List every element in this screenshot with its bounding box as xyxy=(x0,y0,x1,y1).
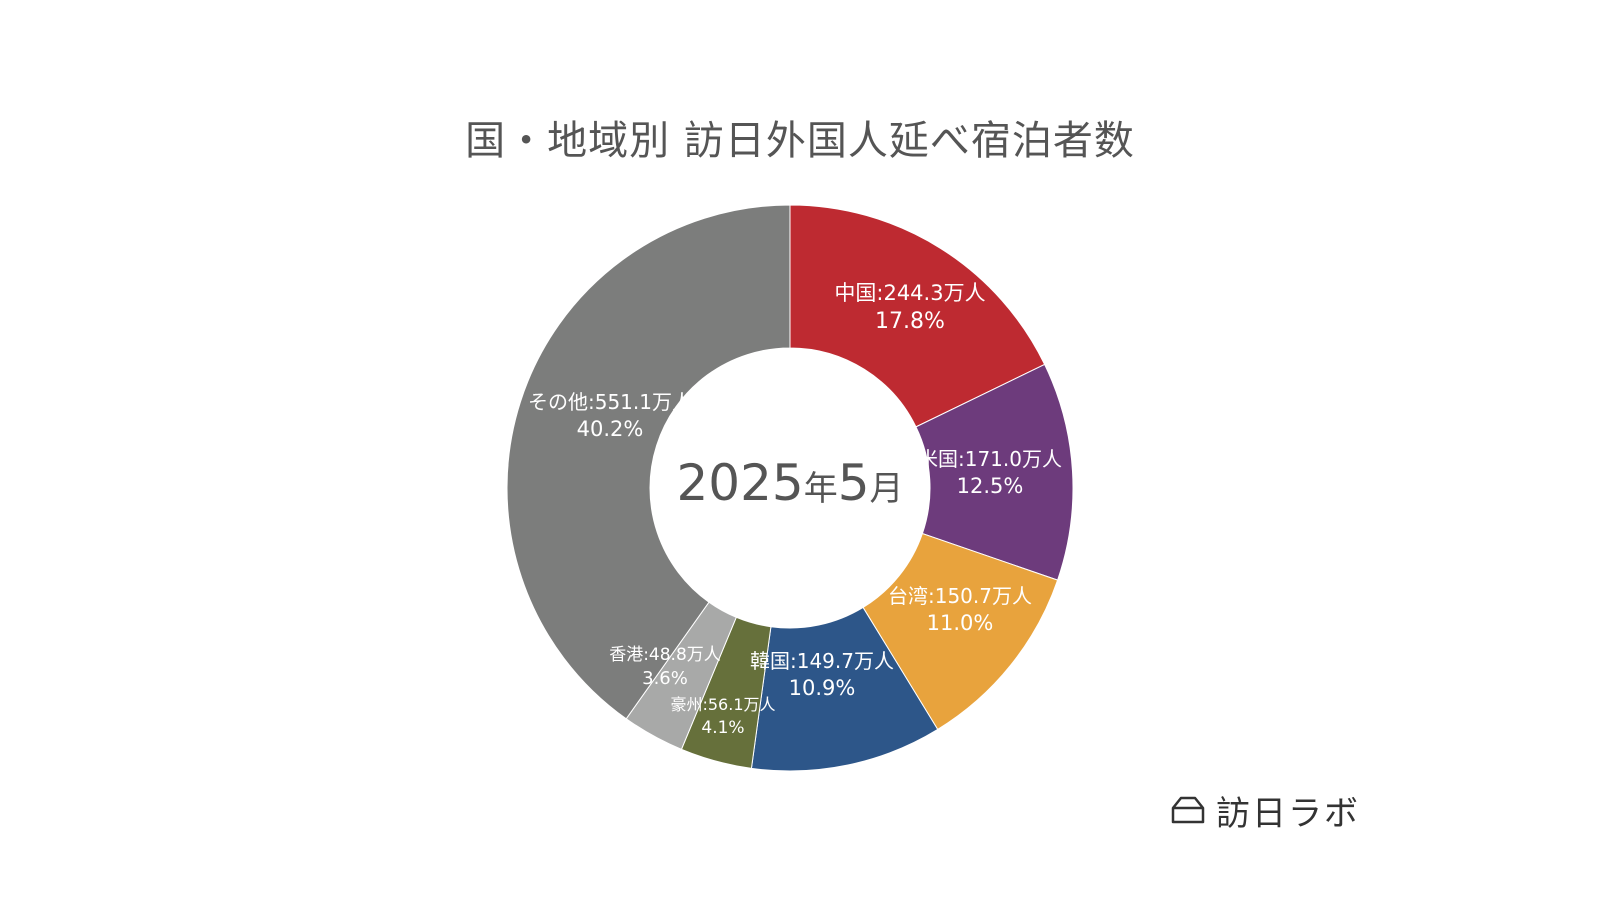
slice-label-2: 台湾:150.7万人 xyxy=(888,584,1032,608)
slice-percent-6: 40.2% xyxy=(577,417,644,441)
center-label-tsuki: 月 xyxy=(870,469,904,509)
slice-label-0: 中国:244.3万人 xyxy=(834,281,985,305)
brand-logo: 訪日ラボ xyxy=(1170,790,1360,834)
slice-6 xyxy=(506,204,791,720)
slice-label-1: 米国:171.0万人 xyxy=(918,447,1062,471)
slice-percent-1: 12.5% xyxy=(957,474,1024,498)
slice-percent-3: 10.9% xyxy=(789,676,856,700)
center-label: 2025年5月 xyxy=(676,454,903,512)
house-outline-icon xyxy=(1171,796,1205,824)
slice-label-6: その他:551.1万人 xyxy=(528,390,692,414)
center-label-nen: 年 xyxy=(804,469,838,509)
center-label-year: 2025 xyxy=(676,454,803,512)
chart-title: 国・地域別 訪日外国人延べ宿泊者数 xyxy=(465,118,1135,164)
slice-percent-5: 3.6% xyxy=(642,668,688,689)
slice-label-4: 豪州:56.1万人 xyxy=(670,695,775,714)
brand-name: 訪日ラボ xyxy=(1216,793,1360,834)
slice-0 xyxy=(789,204,1046,428)
slice-label-5: 香港:48.8万人 xyxy=(609,645,721,665)
slice-percent-2: 11.0% xyxy=(927,611,994,635)
slice-percent-0: 17.8% xyxy=(875,309,945,334)
center-label-month: 5 xyxy=(838,454,870,512)
slice-label-3: 韓国:149.7万人 xyxy=(750,649,894,673)
slice-percent-4: 4.1% xyxy=(701,718,744,738)
